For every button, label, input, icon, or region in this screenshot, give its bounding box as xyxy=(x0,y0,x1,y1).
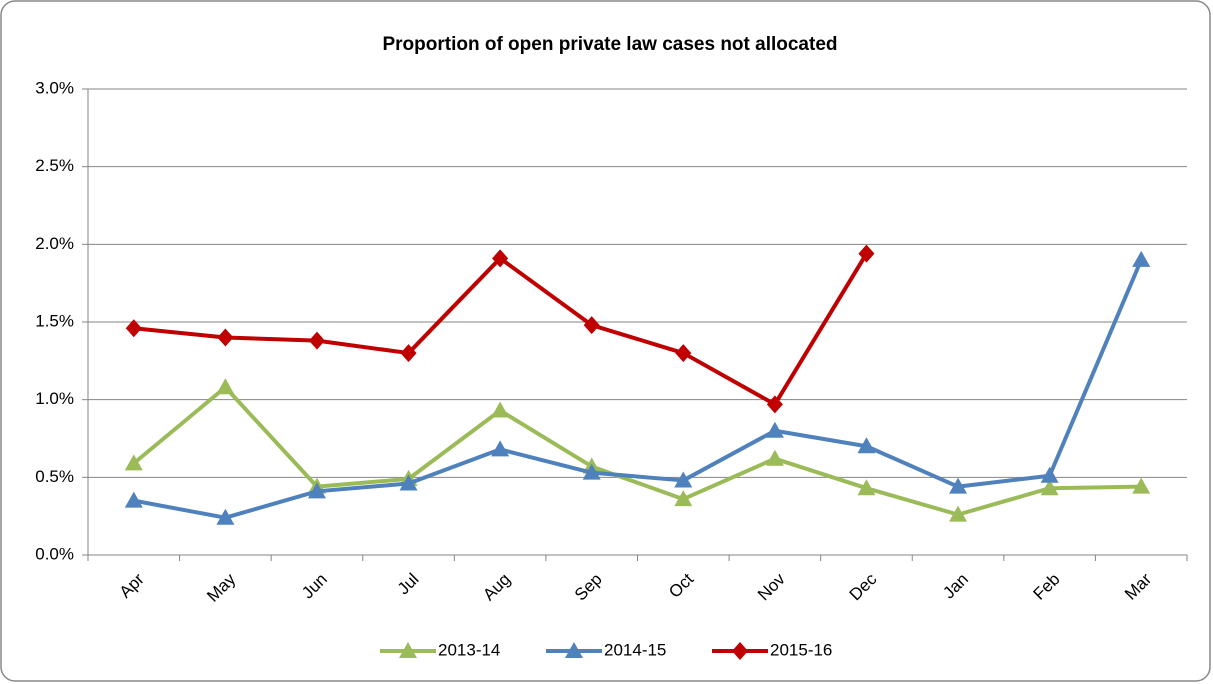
data-point xyxy=(1132,477,1151,494)
data-point xyxy=(675,344,692,363)
data-point xyxy=(1040,479,1059,496)
y-tick-label: 3.0% xyxy=(35,78,74,97)
data-point xyxy=(765,449,784,466)
data-point xyxy=(949,477,968,494)
data-point xyxy=(124,491,143,508)
data-point xyxy=(307,482,326,499)
data-point xyxy=(216,378,235,395)
data-point xyxy=(400,344,417,363)
data-point xyxy=(1040,466,1059,483)
y-tick-label: 1.5% xyxy=(35,311,74,330)
series-line xyxy=(133,259,1144,520)
y-tick-label: 2.5% xyxy=(35,156,74,175)
legend-label: 2015-16 xyxy=(770,640,832,659)
data-point xyxy=(857,437,876,454)
data-point xyxy=(1132,250,1151,267)
data-point xyxy=(399,474,418,491)
legend-label: 2013-14 xyxy=(438,640,500,659)
data-point xyxy=(674,471,693,488)
chart-title: Proportion of open private law cases not… xyxy=(382,34,837,55)
data-point xyxy=(217,328,234,347)
data-point xyxy=(857,479,876,496)
data-point xyxy=(124,454,143,471)
legend-marker xyxy=(565,642,583,658)
data-point xyxy=(949,505,968,522)
data-point xyxy=(216,508,235,525)
data-point xyxy=(582,463,601,480)
data-point xyxy=(308,331,325,350)
y-tick-label: 2.0% xyxy=(35,234,74,253)
data-point xyxy=(491,440,510,457)
data-point xyxy=(583,316,600,335)
series-line xyxy=(132,385,1142,517)
data-point xyxy=(492,249,509,268)
data-point xyxy=(491,401,510,418)
data-point xyxy=(125,319,142,338)
y-tick-label: 1.0% xyxy=(35,389,74,408)
data-point xyxy=(674,490,693,507)
data-point xyxy=(765,421,784,438)
data-point xyxy=(766,395,783,414)
legend-label: 2014-15 xyxy=(604,640,666,659)
y-tick-label: 0.0% xyxy=(35,544,74,563)
y-tick-label: 0.5% xyxy=(35,467,74,486)
data-point xyxy=(858,244,875,263)
legend-marker xyxy=(732,642,748,660)
legend-marker xyxy=(399,642,417,658)
